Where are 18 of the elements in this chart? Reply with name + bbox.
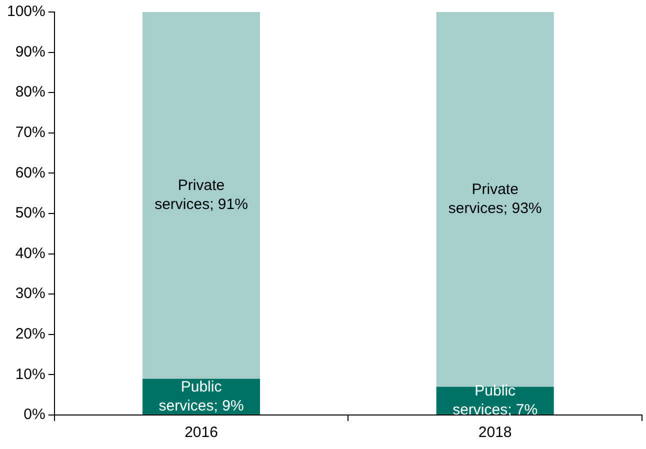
y-tick-label: 40%	[15, 244, 46, 262]
y-tick-label: 80%	[15, 84, 46, 101]
y-tick-label: 100%	[6, 3, 46, 20]
y-tick-label: 70%	[15, 124, 46, 142]
bar	[142, 12, 260, 379]
data-label: Public services; 7%	[452, 382, 538, 418]
x-tick-label: 2016	[184, 424, 218, 442]
y-tick-label: 10%	[15, 366, 46, 383]
data-label: Private services; 91%	[154, 177, 248, 214]
y-tick-label: 90%	[15, 43, 46, 60]
y-tick-label: 60%	[15, 164, 46, 182]
y-tick-label: 0%	[24, 406, 46, 424]
y-tick-label: 20%	[15, 326, 46, 343]
data-label: Private services; 93%	[448, 181, 542, 218]
data-label: Public services; 9%	[158, 378, 244, 414]
x-tick-label: 2018	[478, 424, 512, 442]
y-tick-label: 50%	[15, 204, 46, 222]
y-tick-label: 30%	[15, 285, 46, 302]
